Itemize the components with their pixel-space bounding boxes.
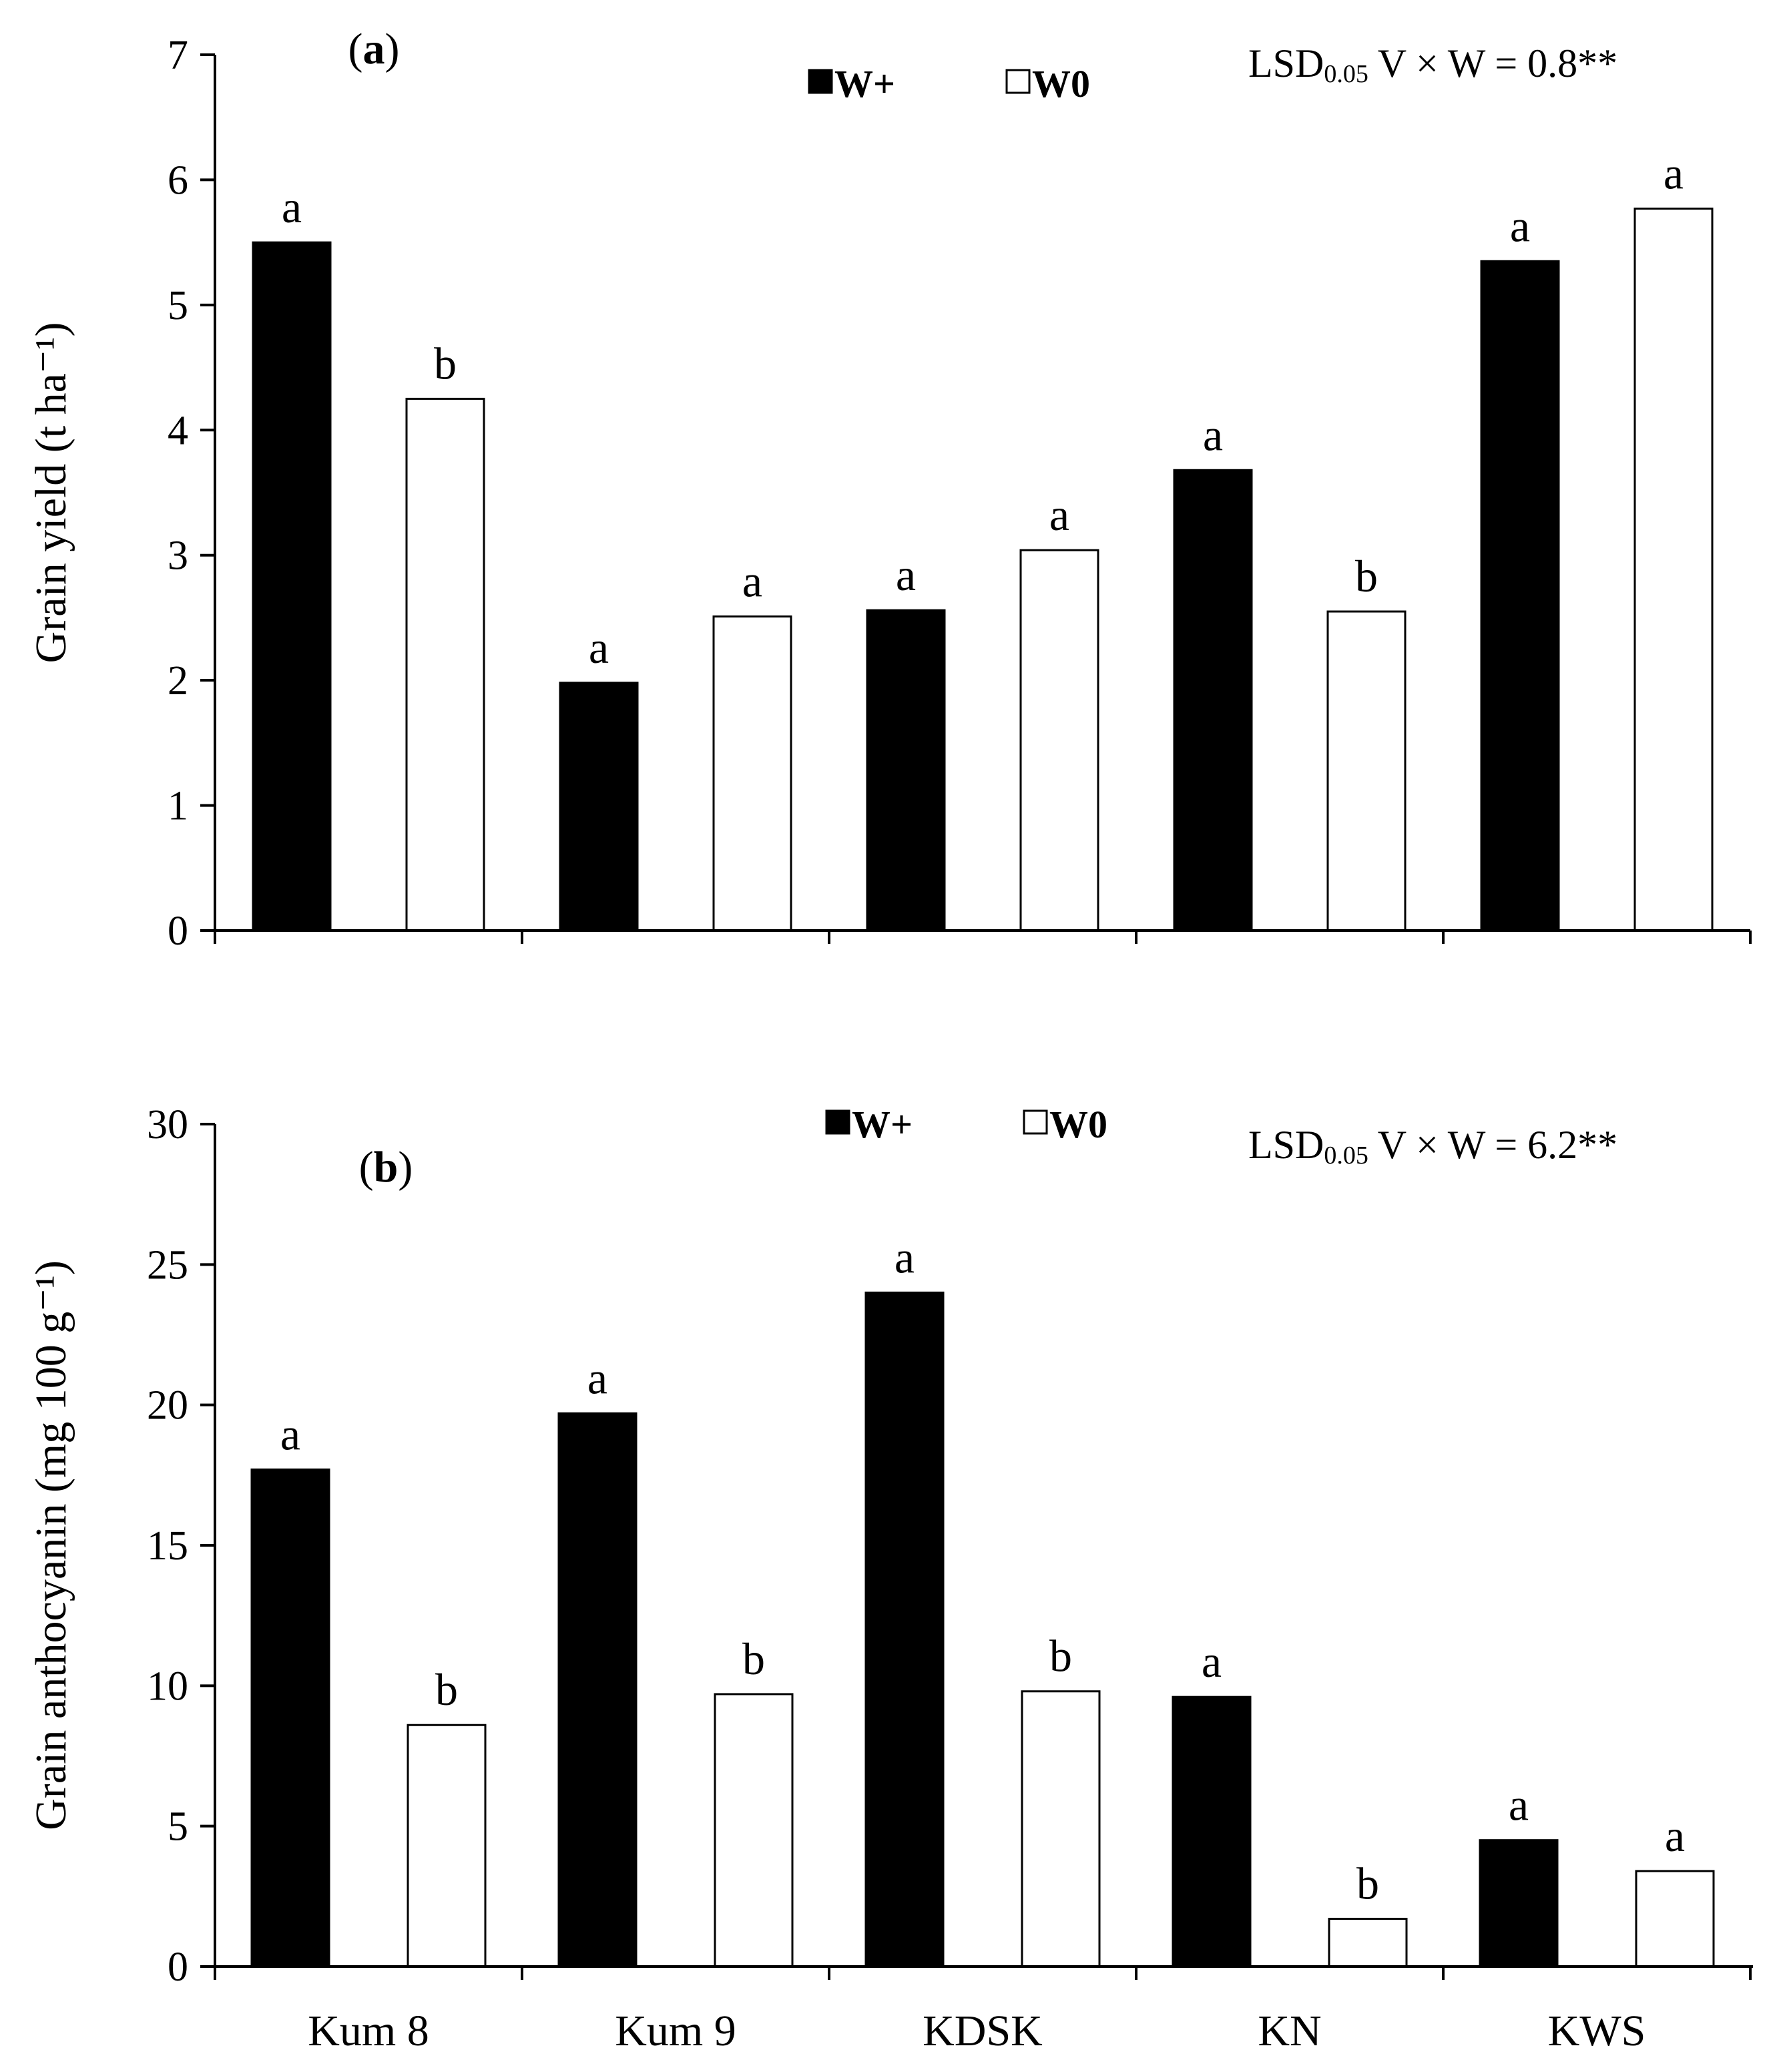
legend-swatch: [1005, 69, 1031, 94]
y-tick-label: 10: [147, 1663, 188, 1709]
y-tick-label: 0: [168, 909, 188, 954]
bar-w0-kws: [1633, 208, 1714, 932]
x-tick-label: Kum 9: [615, 2007, 736, 2055]
legend-label: W+: [834, 62, 895, 105]
significance-letter: b: [742, 1633, 765, 1684]
y-tick-label: 2: [168, 658, 188, 704]
panel-label: (a): [348, 25, 400, 73]
y-tick-label: 1: [168, 784, 188, 829]
y-axis-title: Grain yield (t ha⁻¹): [27, 322, 75, 664]
significance-letter: a: [1665, 1810, 1685, 1861]
y-tick-label: 30: [147, 1102, 188, 1147]
significance-letter: b: [435, 1664, 458, 1715]
legend-label: W0: [1049, 1103, 1107, 1146]
bar-wplus-kn: [1172, 1696, 1252, 1968]
lsd-annotation: LSD0.05 V × W = 0.8**: [1248, 41, 1617, 88]
significance-letter: a: [587, 1352, 607, 1403]
bar-wplus-kum-8: [252, 241, 332, 932]
y-tick-label: 6: [168, 158, 188, 203]
x-tick-label: KWS: [1548, 2007, 1646, 2055]
y-tick-label: 5: [168, 1804, 188, 1850]
bar-wplus-kum-8: [250, 1468, 330, 1968]
bar-w0-kum-8: [407, 1724, 487, 1968]
bar-w0-kum-9: [712, 615, 792, 932]
legend-swatch: [1023, 1109, 1048, 1135]
significance-letter: a: [895, 1232, 915, 1282]
significance-letter: a: [1049, 489, 1069, 540]
panel-label: (b): [359, 1143, 413, 1192]
y-tick-label: 20: [147, 1383, 188, 1429]
bar-w0-kum-9: [714, 1693, 794, 1968]
bar-wplus-kum-9: [557, 1412, 638, 1968]
bar-w0-kdsk: [1019, 549, 1099, 932]
chart-panel-a: a a a a a b a a b a 0 1 2 3 4 5 6 7 Grain yield (t ha⁻¹) (a…: [27, 25, 1752, 954]
lsd-annotation: LSD0.05 V × W = 6.2**: [1248, 1123, 1617, 1170]
bar-wplus-kum-9: [559, 682, 639, 932]
y-tick-label: 3: [168, 533, 188, 579]
significance-letter: a: [1510, 200, 1530, 251]
x-tick-label: KDSK: [923, 2007, 1043, 2055]
legend-swatch: [825, 1109, 850, 1135]
significance-letter: b: [1355, 551, 1378, 601]
significance-letter: a: [896, 549, 916, 600]
y-tick-label: 0: [168, 1945, 188, 1990]
chart-panel-b: a a a a a b b b b a 0 5 10 15 20 25 30 Kum 8 Kum 9 KDSK KN KW…: [27, 1102, 1753, 2055]
bar-wplus-kdsk: [866, 609, 946, 932]
significance-letter: a: [282, 182, 302, 232]
legend-swatch: [808, 69, 833, 94]
y-axis-title: Grain anthocyanin (mg 100 g⁻¹): [27, 1260, 75, 1830]
significance-letter: a: [742, 556, 762, 607]
legend-label: W+: [852, 1103, 913, 1146]
significance-letter: b: [434, 338, 457, 388]
bar-w0-kum-8: [405, 397, 485, 932]
bar-w0-kws: [1635, 1870, 1715, 1968]
bar-w0-kn: [1326, 610, 1407, 932]
significance-letter: a: [280, 1408, 300, 1459]
bar-wplus-kn: [1173, 469, 1253, 932]
significance-letter: a: [1203, 409, 1223, 460]
bar-wplus-kws: [1479, 1839, 1559, 1968]
legend-label: W0: [1032, 62, 1090, 105]
significance-letter: b: [1356, 1858, 1379, 1908]
x-tick-label: KN: [1258, 2007, 1321, 2055]
bar-wplus-kdsk: [864, 1291, 945, 1968]
y-tick-label: 4: [168, 408, 188, 453]
significance-letter: a: [1202, 1636, 1222, 1687]
bar-wplus-kws: [1480, 260, 1560, 932]
y-tick-label: 5: [168, 283, 188, 328]
bar-w0-kn: [1328, 1917, 1408, 1968]
y-tick-label: 25: [147, 1242, 188, 1288]
bar-w0-kdsk: [1021, 1690, 1101, 1968]
significance-letter: a: [1509, 1780, 1529, 1830]
significance-letter: a: [589, 622, 609, 673]
x-tick-label: Kum 8: [308, 2007, 429, 2055]
significance-letter: a: [1664, 148, 1684, 199]
y-tick-label: 7: [168, 33, 188, 78]
y-tick-label: 15: [147, 1523, 188, 1569]
legend: W+ W0: [825, 1103, 1107, 1146]
significance-letter: b: [1049, 1631, 1072, 1681]
legend: W+ W0: [808, 62, 1090, 105]
